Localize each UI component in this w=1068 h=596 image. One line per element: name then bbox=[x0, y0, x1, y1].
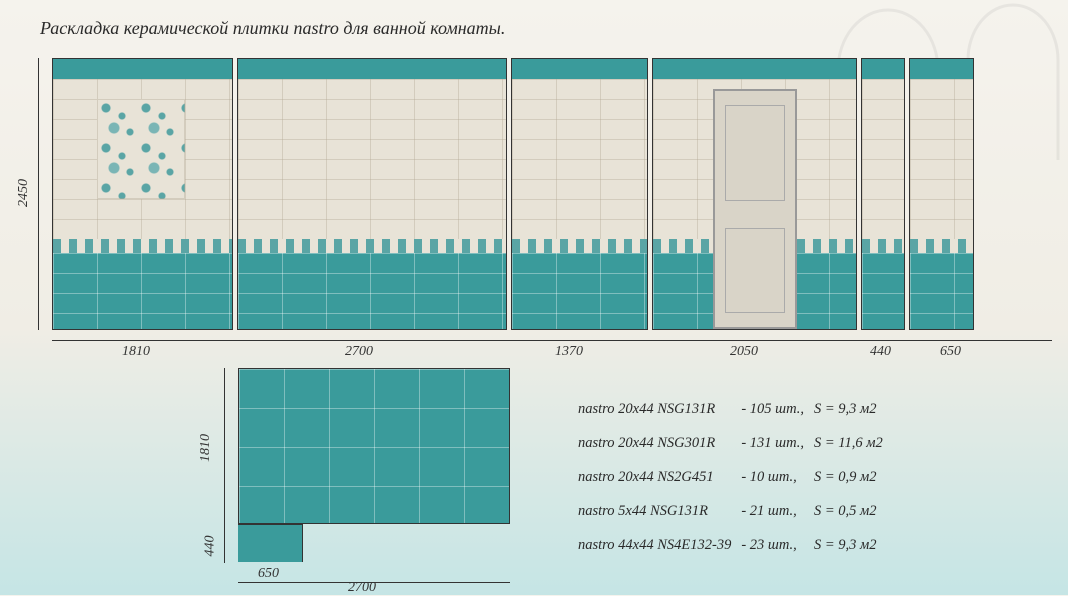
spec-area: S = 9,3 м2 bbox=[814, 530, 891, 562]
spec-row: nastro 20x44 NSG131R- 105 шт.,S = 9,3 м2 bbox=[578, 394, 891, 426]
upper-tiles bbox=[512, 79, 647, 239]
floor-tiles bbox=[238, 368, 510, 524]
teal-top-stripe bbox=[653, 59, 856, 79]
lower-tiles bbox=[512, 253, 647, 329]
spec-row: nastro 20x44 NS2G451- 10 шт.,S = 0,9 м2 bbox=[578, 462, 891, 494]
door bbox=[713, 89, 797, 329]
pattern-decor-block bbox=[97, 99, 185, 199]
lower-tiles bbox=[238, 253, 506, 329]
dim-floor-notch-w: 650 bbox=[258, 566, 279, 582]
spec-qty: - 105 шт., bbox=[741, 394, 812, 426]
spec-name: nastro 20x44 NSG131R bbox=[578, 394, 739, 426]
spec-row: nastro 20x44 NSG301R- 131 шт.,S = 11,6 м… bbox=[578, 428, 891, 460]
dim-floor-h: 1810 bbox=[198, 434, 214, 462]
wall-6 bbox=[909, 58, 974, 330]
spec-name: nastro 20x44 NS2G451 bbox=[578, 462, 739, 494]
lower-tiles bbox=[53, 253, 232, 329]
spec-name: nastro 20x44 NSG301R bbox=[578, 428, 739, 460]
dim-floor-notch-h: 440 bbox=[203, 536, 219, 557]
dim-w5: 440 bbox=[870, 344, 891, 360]
wall-5 bbox=[861, 58, 905, 330]
spec-area: S = 0,9 м2 bbox=[814, 462, 891, 494]
dim-w6: 650 bbox=[940, 344, 961, 360]
wall-4 bbox=[652, 58, 857, 330]
dim-floor-w: 2700 bbox=[348, 580, 376, 596]
spec-name: nastro 5x44 NSG131R bbox=[578, 496, 739, 528]
floor-notch bbox=[238, 524, 303, 562]
teal-top-stripe bbox=[862, 59, 904, 79]
wall-1 bbox=[52, 58, 233, 330]
floor-plan bbox=[238, 368, 510, 524]
spec-area: S = 0,5 м2 bbox=[814, 496, 891, 528]
spec-table: nastro 20x44 NSG131R- 105 шт.,S = 9,3 м2… bbox=[576, 392, 893, 563]
dim-line-h bbox=[52, 340, 1052, 341]
wall-2 bbox=[237, 58, 507, 330]
spec-area: S = 9,3 м2 bbox=[814, 394, 891, 426]
floor-dim-v-line bbox=[224, 368, 225, 563]
spec-qty: - 23 шт., bbox=[741, 530, 812, 562]
lower-tiles bbox=[910, 253, 973, 329]
teal-top-stripe bbox=[512, 59, 647, 79]
elevation-container bbox=[52, 58, 1052, 330]
wall-3 bbox=[511, 58, 648, 330]
upper-tiles bbox=[862, 79, 904, 239]
spec-qty: - 131 шт., bbox=[741, 428, 812, 460]
lower-tiles bbox=[862, 253, 904, 329]
teal-top-stripe bbox=[238, 59, 506, 79]
spec-row: nastro 5x44 NSG131R- 21 шт.,S = 0,5 м2 bbox=[578, 496, 891, 528]
dim-w3: 1370 bbox=[555, 344, 583, 360]
spec-row: nastro 44x44 NS4E132-39- 23 шт.,S = 9,3 … bbox=[578, 530, 891, 562]
dim-w4: 2050 bbox=[730, 344, 758, 360]
teal-top-stripe bbox=[910, 59, 973, 79]
dim-height-total: 2450 bbox=[16, 179, 32, 207]
spec-area: S = 11,6 м2 bbox=[814, 428, 891, 460]
spec-qty: - 21 шт., bbox=[741, 496, 812, 528]
upper-tiles bbox=[910, 79, 973, 239]
page-title: Раскладка керамической плитки nastro для… bbox=[40, 18, 505, 39]
spec-qty: - 10 шт., bbox=[741, 462, 812, 494]
upper-tiles bbox=[238, 79, 506, 239]
teal-top-stripe bbox=[53, 59, 232, 79]
dim-w1: 1810 bbox=[122, 344, 150, 360]
spec-name: nastro 44x44 NS4E132-39 bbox=[578, 530, 739, 562]
dim-line-v bbox=[38, 58, 39, 330]
dim-w2: 2700 bbox=[345, 344, 373, 360]
